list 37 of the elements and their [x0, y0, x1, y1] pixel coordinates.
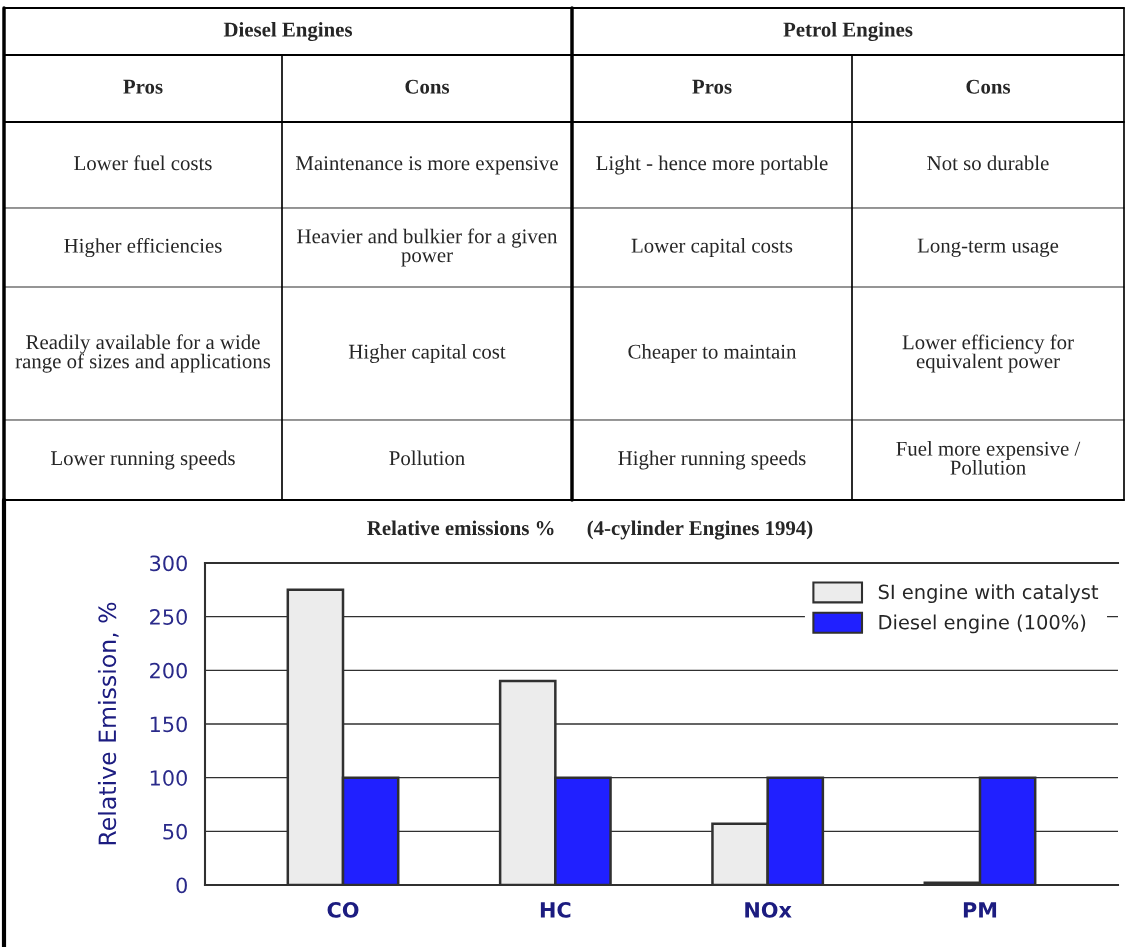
text: Lower fuel costs [74, 155, 212, 171]
y-tick-label: 50 [163, 823, 187, 840]
chart-title: Relative emissions % (4-cylinder Engines 1994) [367, 520, 813, 540]
x-tick-label: HC [540, 902, 571, 918]
legend-label: Diesel engine (100%) [879, 614, 1086, 634]
text: Cheaper to maintain [628, 344, 797, 363]
text: Lower efficiency for equivalent power [902, 334, 1074, 373]
text: Heavier and bulkier for a given power [297, 228, 558, 267]
y-tick-label: 150 [150, 716, 187, 733]
text: Higher running speeds [618, 450, 806, 470]
y-tick-label: 200 [150, 662, 187, 679]
text: Not so durable [927, 155, 1049, 171]
text: Lower running speeds [51, 450, 235, 470]
x-tick-label: CO [327, 902, 359, 918]
text: Maintenance is more expensive [295, 156, 558, 175]
text: Higher capital cost [348, 344, 506, 363]
x-tick-label: PM [963, 902, 997, 918]
text: Higher efficiencies [64, 237, 222, 258]
text: Petrol Engines [783, 21, 913, 42]
x-tick-label: NOx [745, 902, 792, 918]
legend-label: SI engine with catalyst [878, 584, 1099, 604]
text: Light - hence more portable [596, 155, 828, 175]
y-tick-label: 0 [176, 877, 187, 894]
text: Long-term usage [917, 238, 1059, 257]
text: Diesel Engines [223, 21, 353, 42]
text: Readily available for a wide range of sizes and applications [15, 334, 271, 373]
text: Pollution [389, 450, 465, 466]
y-tick-label: 100 [150, 770, 187, 786]
text: Cons [405, 79, 450, 94]
text: Pros [692, 79, 732, 94]
y-tick-label: 250 [150, 609, 187, 625]
text: Cons [966, 79, 1011, 94]
text: Lower capital costs [631, 238, 793, 257]
text: Fuel more expensive / Pollution [896, 441, 1081, 475]
y-axis-title: Relative Emission, % [97, 602, 119, 845]
text: Pros [123, 79, 163, 94]
y-tick-label: 300 [150, 555, 187, 572]
